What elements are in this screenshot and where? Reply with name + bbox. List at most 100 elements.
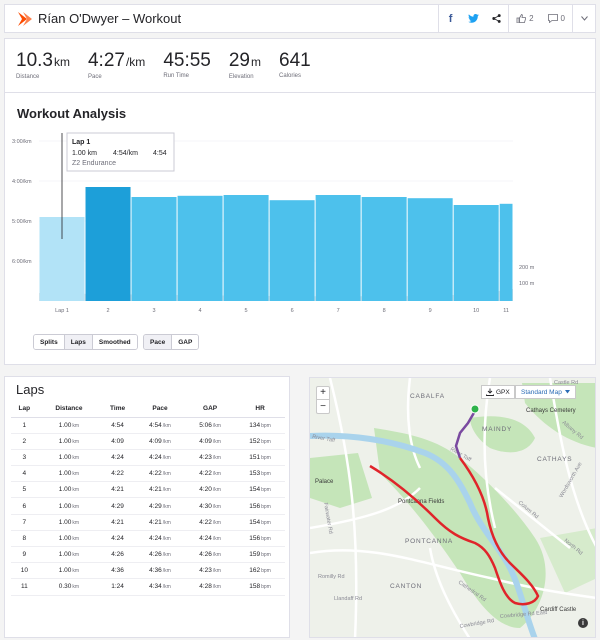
tooltip-zone: Z2 Endurance [72, 160, 116, 167]
map-label: Castle Rd [554, 380, 578, 386]
lap-bar[interactable] [315, 195, 361, 301]
lap-cell-hr: 156bpm [235, 497, 285, 515]
lap-cell-lap: 11 [11, 578, 38, 596]
x-tick-label: 5 [245, 308, 248, 314]
zoom-out-button[interactable]: − [320, 400, 326, 412]
lap-row[interactable]: 4 1.00km 4:22 4:22/km 4:22/km 153bpm [11, 465, 285, 483]
map-style-dropdown[interactable]: Standard Map [515, 385, 576, 399]
map-label: Cowbridge Rd East [500, 610, 548, 620]
download-gpx-button[interactable]: GPX [481, 385, 515, 399]
workout-analysis-title: Workout Analysis [17, 106, 127, 121]
lap-cell-hr: 153bpm [235, 465, 285, 483]
lap-cell-hr: 134bpm [235, 417, 285, 434]
lap-cell-dist: 0.30km [37, 578, 101, 596]
lap-row[interactable]: 6 1.00km 4:29 4:29/km 4:30/km 156bpm [11, 497, 285, 515]
lap-cell-dist: 1.00km [37, 497, 101, 515]
laps-button[interactable]: Laps [64, 335, 93, 349]
cemetery-area [522, 383, 595, 448]
lap-bar[interactable] [269, 200, 315, 301]
lap-cell-pace: 4:24/km [134, 449, 186, 467]
lap-cell-pace: 4:09/km [134, 433, 186, 450]
lap-cell-dist: 1.00km [37, 465, 101, 483]
x-tick-label: 3 [153, 308, 156, 314]
activity-header: Rían O'Dwyer – Workout f 2 0 [4, 4, 596, 33]
lap-cell-hr: 154bpm [235, 514, 285, 531]
kudos-button[interactable]: 2 [509, 14, 540, 23]
lap-cell-time: 4:54 [100, 417, 135, 434]
lap-tooltip: Lap 1 1.00 km 4:54/km 4:54 Z2 Endurance [66, 132, 175, 172]
lap-bar[interactable] [177, 195, 223, 301]
lap-cell-dist: 1.00km [37, 530, 101, 548]
lap-cell-dist: 1.00km [37, 514, 101, 531]
zoom-in-button[interactable]: + [317, 387, 329, 400]
map-label: Romilly Rd [318, 574, 345, 580]
lap-cell-lap: 6 [11, 497, 38, 515]
river-taff [310, 432, 538, 637]
thumbs-up-icon [516, 14, 527, 23]
lap-bar[interactable] [453, 205, 499, 301]
lap-row[interactable]: 5 1.00km 4:21 4:21/km 4:20/km 154bpm [11, 481, 285, 499]
lap-bar[interactable] [499, 203, 513, 301]
lap-row[interactable]: 3 1.00km 4:24 4:24/km 4:23/km 151bpm [11, 449, 285, 467]
lap-cell-gap: 5:06/km [185, 417, 236, 434]
pace-chart[interactable]: 3:00/km 4:00/km 5:00/km 6:00/km Lap 1 2 3 4 5 6 7… [5, 119, 595, 329]
lap-cell-dist: 1.00km [37, 546, 101, 564]
lap-cell-time: 4:29 [100, 497, 135, 515]
laps-header-cell: Lap [11, 401, 38, 418]
comments-button[interactable]: 0 [541, 14, 572, 23]
header-divider [508, 5, 510, 32]
lap-cell-time: 1:24 [100, 578, 135, 596]
gap-button[interactable]: GAP [172, 335, 199, 349]
lap-row[interactable]: 1 1.00km 4:54 4:54/km 5:06/km 134bpm [11, 417, 285, 434]
map-label: PONTCANNA [405, 538, 453, 545]
map-label: Cowbridge Rd [459, 618, 494, 630]
lap-row[interactable]: 9 1.00km 4:26 4:26/km 4:26/km 159bpm [11, 546, 285, 564]
lap-row[interactable]: 2 1.00km 4:09 4:09/km 4:09/km 152bpm [11, 433, 285, 450]
smoothed-button[interactable]: Smoothed [92, 335, 137, 349]
lap-bar[interactable] [85, 187, 131, 301]
info-icon[interactable]: i [578, 618, 588, 628]
lap-row[interactable]: 10 1.00km 4:36 4:36/km 4:23/km 162bpm [11, 562, 285, 580]
lap-cell-gap: 4:22/km [185, 514, 236, 531]
lap-cell-lap: 3 [11, 449, 38, 467]
lap-bar[interactable] [223, 195, 269, 301]
splits-button[interactable]: Splits [34, 335, 65, 349]
lap-row[interactable]: 7 1.00km 4:21 4:21/km 4:22/km 154bpm [11, 514, 285, 531]
pace-button[interactable]: Pace [144, 335, 173, 349]
facebook-share-icon[interactable]: f [448, 12, 453, 25]
lap-cell-pace: 4:21/km [134, 481, 186, 499]
more-options-chevron-icon[interactable] [573, 5, 595, 32]
route-map[interactable]: CABALFA MAINDY CATHAYS PONTCANNA CANTON … [309, 377, 596, 638]
lap-bar[interactable] [361, 197, 407, 301]
lap-cell-pace: 4:24/km [134, 530, 186, 548]
lap-cell-hr: 158bpm [235, 578, 285, 596]
x-tick-label: 4 [199, 308, 202, 314]
split-type-toggle: Splits Laps Smoothed [33, 334, 138, 350]
zoom-control: + − [316, 386, 330, 414]
lap-row[interactable]: 8 1.00km 4:24 4:24/km 4:24/km 156bpm [11, 530, 285, 548]
lap-cell-time: 4:22 [100, 465, 135, 483]
lap-row[interactable]: 11 0.30km 1:24 4:34/km 4:28/km 158bpm [11, 578, 285, 596]
lap-cell-dist: 1.00km [37, 481, 101, 499]
comments-count: 0 [560, 14, 565, 23]
map-label: CATHAYS [537, 456, 572, 463]
x-tick-label: 7 [337, 308, 340, 314]
lap-bar[interactable] [131, 197, 177, 301]
x-tick-label: Lap 1 [55, 308, 69, 314]
lap-cell-gap: 4:22/km [185, 465, 236, 483]
laps-header-cell: Time [100, 401, 135, 418]
laps-table: Lap Distance Time Pace GAP HR 1 1.00km 4:54 4:54… [11, 401, 285, 596]
x-tick-label: 11 [503, 308, 509, 314]
lap-bar[interactable] [407, 198, 453, 301]
lap-cell-time: 4:24 [100, 530, 135, 548]
route-start-marker [470, 404, 480, 414]
share-icon[interactable] [485, 5, 508, 32]
caret-down-icon [564, 390, 570, 394]
twitter-share-icon[interactable] [462, 5, 485, 32]
laps-title: Laps [16, 382, 45, 397]
park-area [374, 428, 546, 628]
tooltip-distance: 1.00 km [72, 150, 97, 157]
map-label: Pontcanna Fields [398, 499, 444, 505]
map-label: Cathays Cemetery [526, 408, 576, 414]
route-path [369, 457, 540, 606]
